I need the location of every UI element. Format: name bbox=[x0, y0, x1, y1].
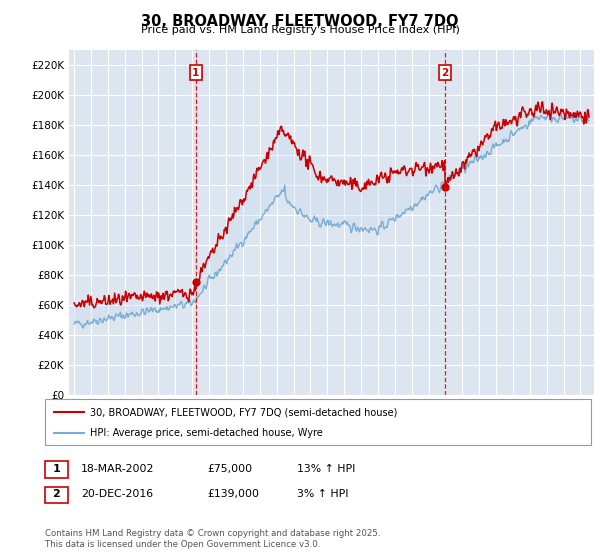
Text: 20-DEC-2016: 20-DEC-2016 bbox=[81, 489, 153, 499]
Text: 13% ↑ HPI: 13% ↑ HPI bbox=[297, 464, 355, 474]
Text: HPI: Average price, semi-detached house, Wyre: HPI: Average price, semi-detached house,… bbox=[90, 428, 323, 438]
Text: Contains HM Land Registry data © Crown copyright and database right 2025.
This d: Contains HM Land Registry data © Crown c… bbox=[45, 529, 380, 549]
Text: 2: 2 bbox=[53, 489, 60, 499]
Text: 1: 1 bbox=[192, 68, 199, 78]
Text: 30, BROADWAY, FLEETWOOD, FY7 7DQ: 30, BROADWAY, FLEETWOOD, FY7 7DQ bbox=[141, 14, 459, 29]
Text: £139,000: £139,000 bbox=[207, 489, 259, 499]
Text: £75,000: £75,000 bbox=[207, 464, 252, 474]
Text: 30, BROADWAY, FLEETWOOD, FY7 7DQ (semi-detached house): 30, BROADWAY, FLEETWOOD, FY7 7DQ (semi-d… bbox=[90, 407, 397, 417]
Text: 1: 1 bbox=[53, 464, 60, 474]
Text: 3% ↑ HPI: 3% ↑ HPI bbox=[297, 489, 349, 499]
Text: Price paid vs. HM Land Registry's House Price Index (HPI): Price paid vs. HM Land Registry's House … bbox=[140, 25, 460, 35]
Text: 2: 2 bbox=[442, 68, 449, 78]
Text: 18-MAR-2002: 18-MAR-2002 bbox=[81, 464, 154, 474]
